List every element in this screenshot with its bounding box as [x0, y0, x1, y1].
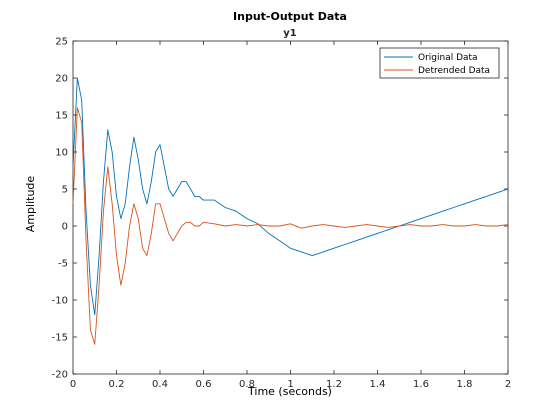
- plot-area: [72, 40, 509, 375]
- y-tick-label: 5: [62, 185, 68, 196]
- x-tick-label: 2: [505, 379, 511, 390]
- x-tick-label: 1.4: [370, 379, 386, 390]
- x-tick-label: 1.6: [413, 379, 429, 390]
- y-tick-label: 20: [55, 74, 68, 85]
- chart-title: Input-Output Data: [233, 10, 347, 23]
- legend-label-original: Original Data: [418, 53, 478, 63]
- x-axis-ticks: 0 0.2 0.4 0.6 0.8 1 1.2 1.4 1.6 1.8 2: [70, 41, 511, 390]
- y-axis-label: Amplitude: [24, 176, 37, 233]
- x-tick-label: 0.2: [109, 379, 125, 390]
- y-tick-label: 0: [62, 222, 68, 233]
- legend-label-detrended: Detrended Data: [418, 66, 490, 76]
- legend: Original Data Detrended Data: [379, 47, 500, 79]
- series-line-detrended: [72, 107, 509, 345]
- series-line-original: [72, 77, 509, 316]
- y-axis-ticks: -20 -15 -10 -5 0 5 10 15 20 25: [52, 37, 508, 381]
- x-tick-label: 0.8: [239, 379, 255, 390]
- x-tick-label: 0.4: [152, 379, 168, 390]
- legend-box: [379, 47, 500, 79]
- series-layer: [72, 77, 509, 345]
- y-tick-label: 15: [55, 111, 68, 122]
- x-tick-label: 1.2: [326, 379, 342, 390]
- chart-subtitle: y1: [283, 28, 297, 39]
- y-tick-label: -20: [52, 370, 68, 381]
- x-tick-label: 0.6: [196, 379, 212, 390]
- x-tick-label: 1.8: [457, 379, 473, 390]
- y-tick-label: -5: [58, 259, 68, 270]
- x-tick-label: 1: [287, 379, 293, 390]
- y-tick-label: 10: [55, 148, 68, 159]
- y-tick-label: -15: [52, 333, 68, 344]
- x-axis-label: Time (seconds): [247, 385, 332, 398]
- x-tick-label: 0: [70, 379, 76, 390]
- y-tick-label: -10: [52, 296, 68, 307]
- y-tick-label: 25: [55, 37, 68, 48]
